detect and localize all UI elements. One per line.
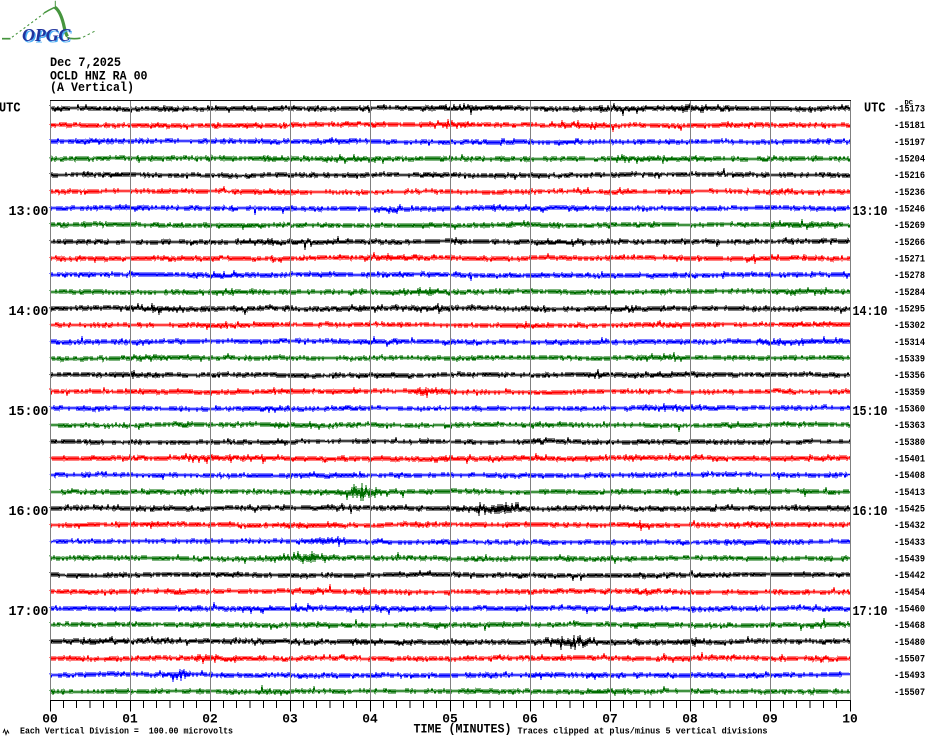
svg-text:04: 04 xyxy=(362,711,378,726)
svg-text:DC: DC xyxy=(905,100,914,108)
svg-text:-15216: -15216 xyxy=(894,171,925,182)
svg-text:-15269: -15269 xyxy=(894,221,925,232)
svg-text:05: 05 xyxy=(442,711,458,726)
svg-text:-15181: -15181 xyxy=(894,121,925,132)
svg-text:14:00: 14:00 xyxy=(9,304,49,320)
svg-text:07: 07 xyxy=(602,711,618,726)
svg-text:01: 01 xyxy=(122,711,138,726)
svg-text:-15271: -15271 xyxy=(894,255,925,266)
svg-text:-15468: -15468 xyxy=(894,621,925,632)
svg-text:UTC: UTC xyxy=(0,100,21,116)
svg-text:-15359: -15359 xyxy=(894,388,925,399)
svg-text:00: 00 xyxy=(42,711,58,726)
svg-text:-15204: -15204 xyxy=(894,155,925,166)
svg-text:-15295: -15295 xyxy=(894,305,925,316)
svg-text:-15439: -15439 xyxy=(894,555,925,566)
svg-text:17:10: 17:10 xyxy=(853,604,888,620)
svg-text:08: 08 xyxy=(682,711,698,726)
svg-text:14:10: 14:10 xyxy=(853,304,888,320)
svg-text:-15460: -15460 xyxy=(894,605,925,616)
svg-text:-15278: -15278 xyxy=(894,271,925,282)
svg-text:13:10: 13:10 xyxy=(853,204,888,220)
svg-text:-15454: -15454 xyxy=(894,588,925,599)
svg-text:-15442: -15442 xyxy=(894,571,925,582)
svg-text:06: 06 xyxy=(522,711,538,726)
svg-text:-15266: -15266 xyxy=(894,238,925,249)
svg-text:15:00: 15:00 xyxy=(9,404,49,420)
svg-text:10: 10 xyxy=(842,711,858,726)
svg-text:-15302: -15302 xyxy=(894,321,925,332)
svg-text:03: 03 xyxy=(282,711,298,726)
svg-text:15:10: 15:10 xyxy=(853,404,888,420)
svg-text:-15173: -15173 xyxy=(894,105,925,116)
svg-text:-15493: -15493 xyxy=(894,671,925,682)
svg-text:-15433: -15433 xyxy=(894,538,925,549)
svg-text:16:10: 16:10 xyxy=(853,504,888,520)
svg-text:17:00: 17:00 xyxy=(9,604,49,620)
svg-text:Traces clipped at plus/minus 5: Traces clipped at plus/minus 5 vertical … xyxy=(518,725,768,736)
svg-text:13:00: 13:00 xyxy=(9,204,49,220)
svg-text:-15339: -15339 xyxy=(894,355,925,366)
svg-text:UTC: UTC xyxy=(864,100,886,116)
svg-text:(A Vertical): (A Vertical) xyxy=(50,80,134,95)
svg-text:-15401: -15401 xyxy=(894,455,925,466)
svg-text:-15380: -15380 xyxy=(894,438,925,449)
svg-text:OPGC: OPGC xyxy=(22,25,71,45)
svg-text:-15314: -15314 xyxy=(894,338,925,349)
svg-text:-15246: -15246 xyxy=(894,205,925,216)
svg-text:-15360: -15360 xyxy=(894,405,925,416)
svg-text:OPGC: OPGC xyxy=(23,27,72,47)
svg-text:-15480: -15480 xyxy=(894,638,925,649)
svg-text:-15356: -15356 xyxy=(894,371,925,382)
svg-text:09: 09 xyxy=(762,711,778,726)
svg-text:16:00: 16:00 xyxy=(9,504,49,520)
svg-text:-15425: -15425 xyxy=(894,505,925,516)
svg-text:-15363: -15363 xyxy=(894,421,925,432)
svg-text:Dec 7,2025: Dec 7,2025 xyxy=(50,55,121,70)
svg-text:-15236: -15236 xyxy=(894,188,925,199)
svg-text:-15408: -15408 xyxy=(894,471,925,482)
svg-text:-15197: -15197 xyxy=(894,138,925,149)
svg-text:TIME (MINUTES): TIME (MINUTES) xyxy=(414,722,512,737)
svg-text:Each Vertical Division = 100.: Each Vertical Division = 100.00 microvol… xyxy=(20,726,233,737)
svg-text:02: 02 xyxy=(202,711,218,726)
svg-text:-15507: -15507 xyxy=(894,688,925,699)
svg-text:-15284: -15284 xyxy=(894,288,925,299)
svg-text:OCLD HNZ RA 00: OCLD HNZ RA 00 xyxy=(50,69,148,84)
svg-text:-15413: -15413 xyxy=(894,488,925,499)
svg-text:-15432: -15432 xyxy=(894,521,925,532)
svg-text:-15507: -15507 xyxy=(894,655,925,666)
